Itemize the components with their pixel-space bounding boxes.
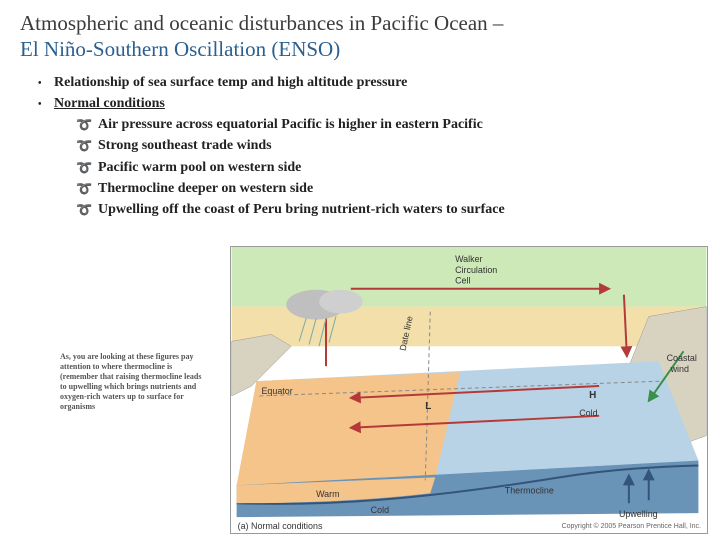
bullet-text: Normal conditions <box>54 94 700 114</box>
pressure-low-label: L <box>425 401 431 412</box>
title-line1: Atmospheric and oceanic disturbances in … <box>20 11 503 35</box>
upwelling-label: Upwelling <box>619 509 658 519</box>
cold-deep-label: Cold <box>371 505 389 515</box>
enso-diagram: L H Walker Circulation Cell Equator Date… <box>230 246 708 534</box>
bullet-list: • Relationship of sea surface temp and h… <box>0 67 720 221</box>
list-item: ➰ Strong southeast trade winds <box>76 136 700 156</box>
diagram-caption: (a) Normal conditions <box>238 521 323 531</box>
bullet-text: Air pressure across equatorial Pacific i… <box>98 115 700 135</box>
bullet-text: Relationship of sea surface temp and hig… <box>54 73 700 93</box>
walker-label: Cell <box>455 276 470 286</box>
bullet-text: Upwelling off the coast of Peru bring nu… <box>98 200 700 220</box>
bullet-text: Thermocline deeper on western side <box>98 179 700 199</box>
swirl-icon: ➰ <box>76 158 98 178</box>
bullet-icon: • <box>38 94 54 113</box>
bullet-icon: • <box>38 73 54 92</box>
swirl-icon: ➰ <box>76 200 98 220</box>
coastal-wind-label: wind <box>670 364 689 374</box>
pressure-high-label: H <box>589 390 596 401</box>
list-item: ➰ Upwelling off the coast of Peru bring … <box>76 200 700 220</box>
walker-label: Walker <box>455 254 482 264</box>
swirl-icon: ➰ <box>76 115 98 135</box>
swirl-icon: ➰ <box>76 136 98 156</box>
list-item: ➰ Thermocline deeper on western side <box>76 179 700 199</box>
bullet-text: Pacific warm pool on western side <box>98 158 700 178</box>
equator-label: Equator <box>261 386 292 396</box>
bullet-text: Strong southeast trade winds <box>98 136 700 156</box>
annotation-note: As, you are looking at these figures pay… <box>60 352 210 412</box>
warm-label: Warm <box>316 489 339 499</box>
list-item: ➰ Air pressure across equatorial Pacific… <box>76 115 700 135</box>
coastal-wind-label: Coastal <box>667 353 697 363</box>
list-item: • Relationship of sea surface temp and h… <box>38 73 700 93</box>
swirl-icon: ➰ <box>76 179 98 199</box>
thermocline-label: Thermocline <box>505 485 554 495</box>
list-item: • Normal conditions <box>38 94 700 114</box>
slide-title: Atmospheric and oceanic disturbances in … <box>0 0 720 67</box>
walker-label: Circulation <box>455 265 497 275</box>
title-line2: El Niño-Southern Oscillation (ENSO) <box>20 37 340 61</box>
sub-list: ➰ Air pressure across equatorial Pacific… <box>38 115 700 220</box>
cold-label: Cold <box>579 408 597 418</box>
list-item: ➰ Pacific warm pool on western side <box>76 158 700 178</box>
copyright-text: Copyright © 2005 Pearson Prentice Hall, … <box>562 523 701 530</box>
